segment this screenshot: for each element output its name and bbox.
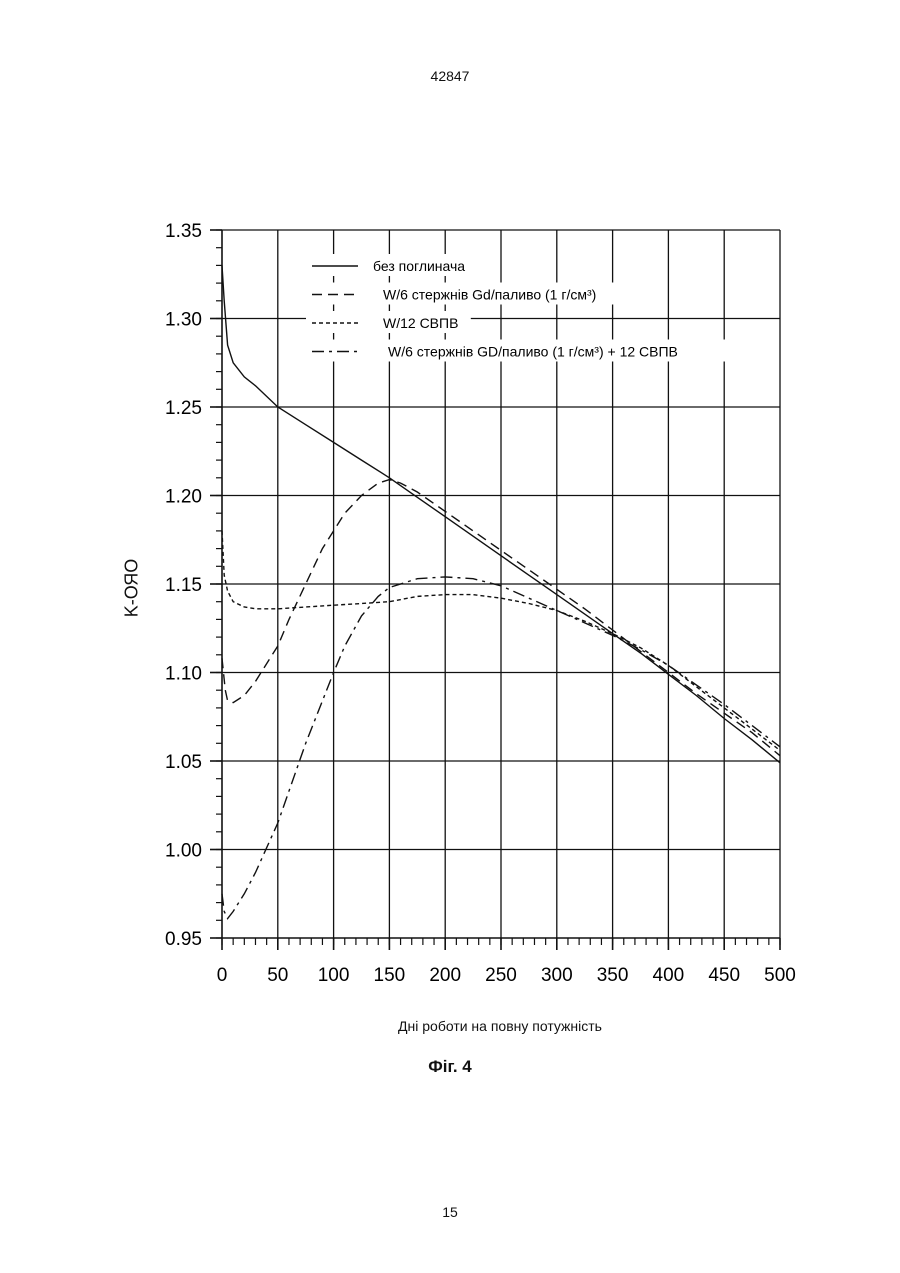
x-tick-label-350: 350 (597, 965, 629, 986)
y-tick-label-1.15: 1.15 (165, 575, 202, 596)
legend-label-1: без поглинача (373, 258, 465, 274)
y-tick-label-1.1: 1.10 (165, 664, 202, 685)
y-tick-label-1.2: 1.20 (165, 487, 202, 508)
y-tick-label-1.25: 1.25 (165, 398, 202, 419)
y-tick-label-1.3: 1.30 (165, 310, 202, 331)
y-tick-label-1.05: 1.05 (165, 752, 202, 773)
page-footer-number: 15 (0, 1204, 900, 1220)
y-axis-label-text: K-ОЯО (122, 559, 143, 618)
y-tick-label-1.35: 1.35 (165, 221, 202, 242)
x-axis-label: Дні роботи на повну потужність (220, 1018, 780, 1034)
y-tick-label-1: 1.00 (165, 841, 202, 862)
legend-label-3: W/12 СВПВ (383, 315, 458, 331)
figure-caption: Фіг. 4 (0, 1057, 900, 1077)
x-tick-label-300: 300 (541, 965, 573, 986)
x-tick-label-500: 500 (764, 965, 796, 986)
x-tick-label-0: 0 (217, 965, 228, 986)
legend-label-4: W/6 стержнів GD/паливо (1 г/см³) + 12 СВ… (388, 344, 678, 360)
x-tick-label-150: 150 (374, 965, 406, 986)
chart-ticks: 0.95 1.00 1.05 1.10 1.15 1.20 1.25 1.30 1.35 0 50 1… (165, 221, 796, 986)
x-tick-label-100: 100 (318, 965, 350, 986)
legend-label-2: W/6 стержнів Gd/паливо (1 г/см³) (383, 287, 596, 303)
x-tick-label-450: 450 (708, 965, 740, 986)
x-tick-label-200: 200 (429, 965, 461, 986)
y-tick-label-0.95: 0.95 (165, 929, 202, 950)
x-tick-label-250: 250 (485, 965, 517, 986)
chart-legend: без поглинача W/6 стержнів Gd/паливо (1 г… (306, 254, 746, 362)
chart-grid (222, 230, 780, 938)
x-tick-label-400: 400 (653, 965, 685, 986)
x-tick-label-50: 50 (267, 965, 288, 986)
